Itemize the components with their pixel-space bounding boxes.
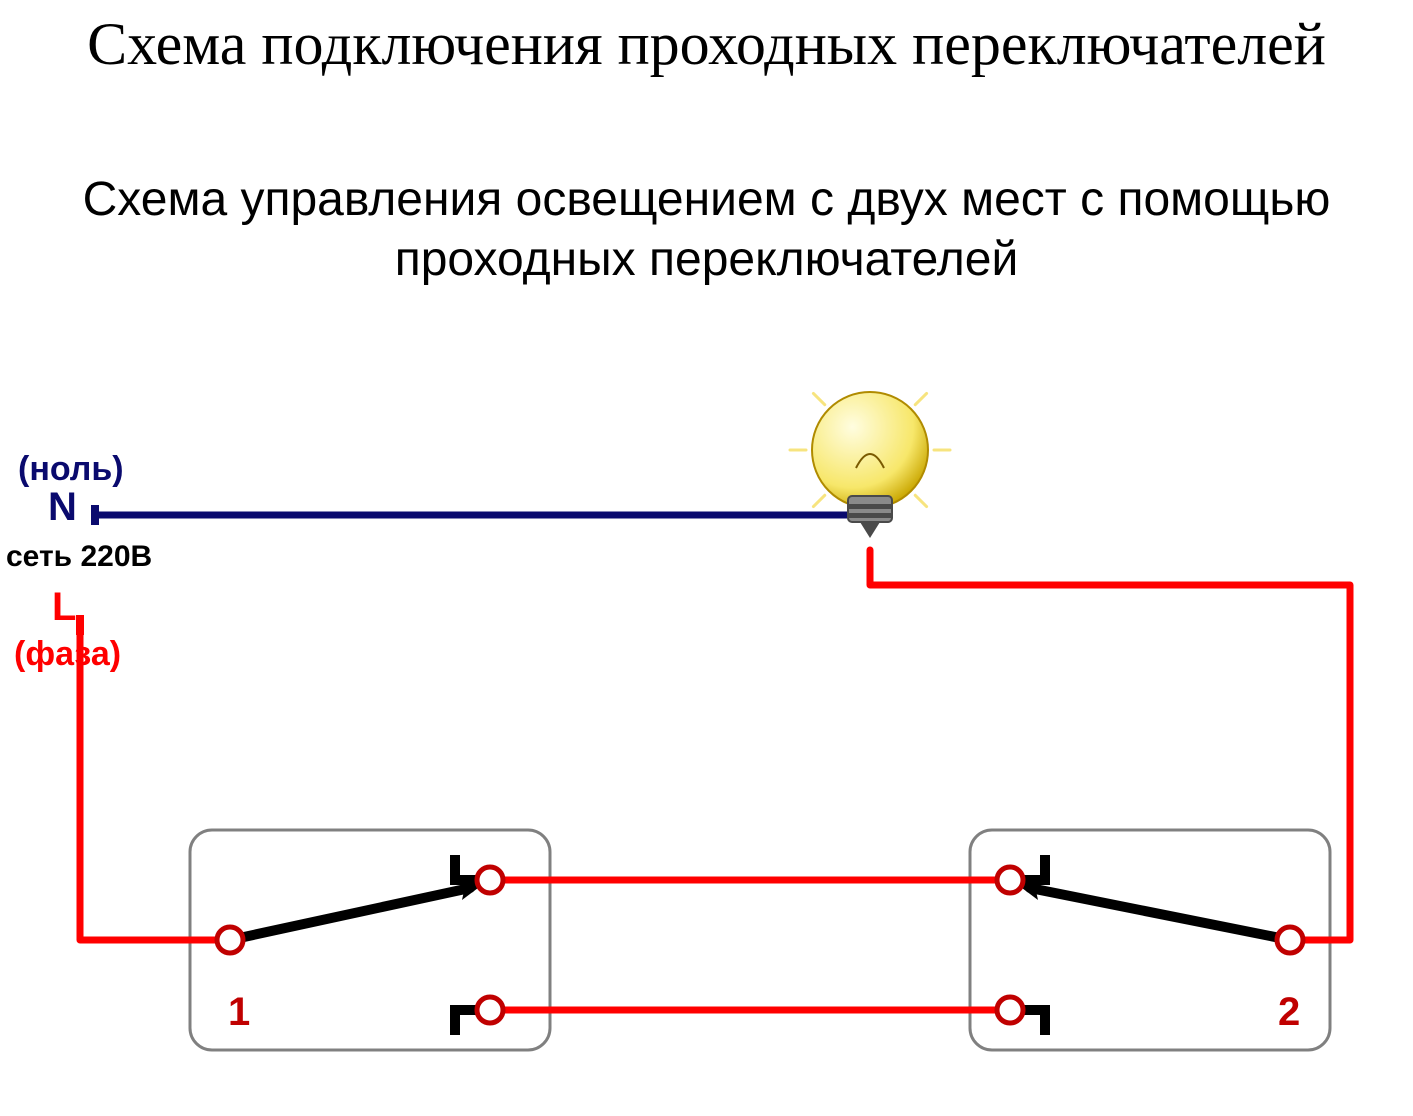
sub-title: Схема управления освещением с двух мест … xyxy=(0,170,1413,290)
phase-paren-label: (фаза) xyxy=(14,635,121,674)
neutral-letter-label: N xyxy=(48,485,77,530)
main-title: Схема подключения проходных переключател… xyxy=(0,10,1413,79)
switch-1-number: 1 xyxy=(228,990,250,1035)
line-letter-label: L xyxy=(52,585,76,630)
circuit-diagram: (ноль) N сеть 220В L (фаза) 1 2 xyxy=(0,390,1413,1110)
mains-label: сеть 220В xyxy=(6,540,152,574)
neutral-paren-label: (ноль) xyxy=(18,450,124,489)
switch-2-number: 2 xyxy=(1278,990,1300,1035)
